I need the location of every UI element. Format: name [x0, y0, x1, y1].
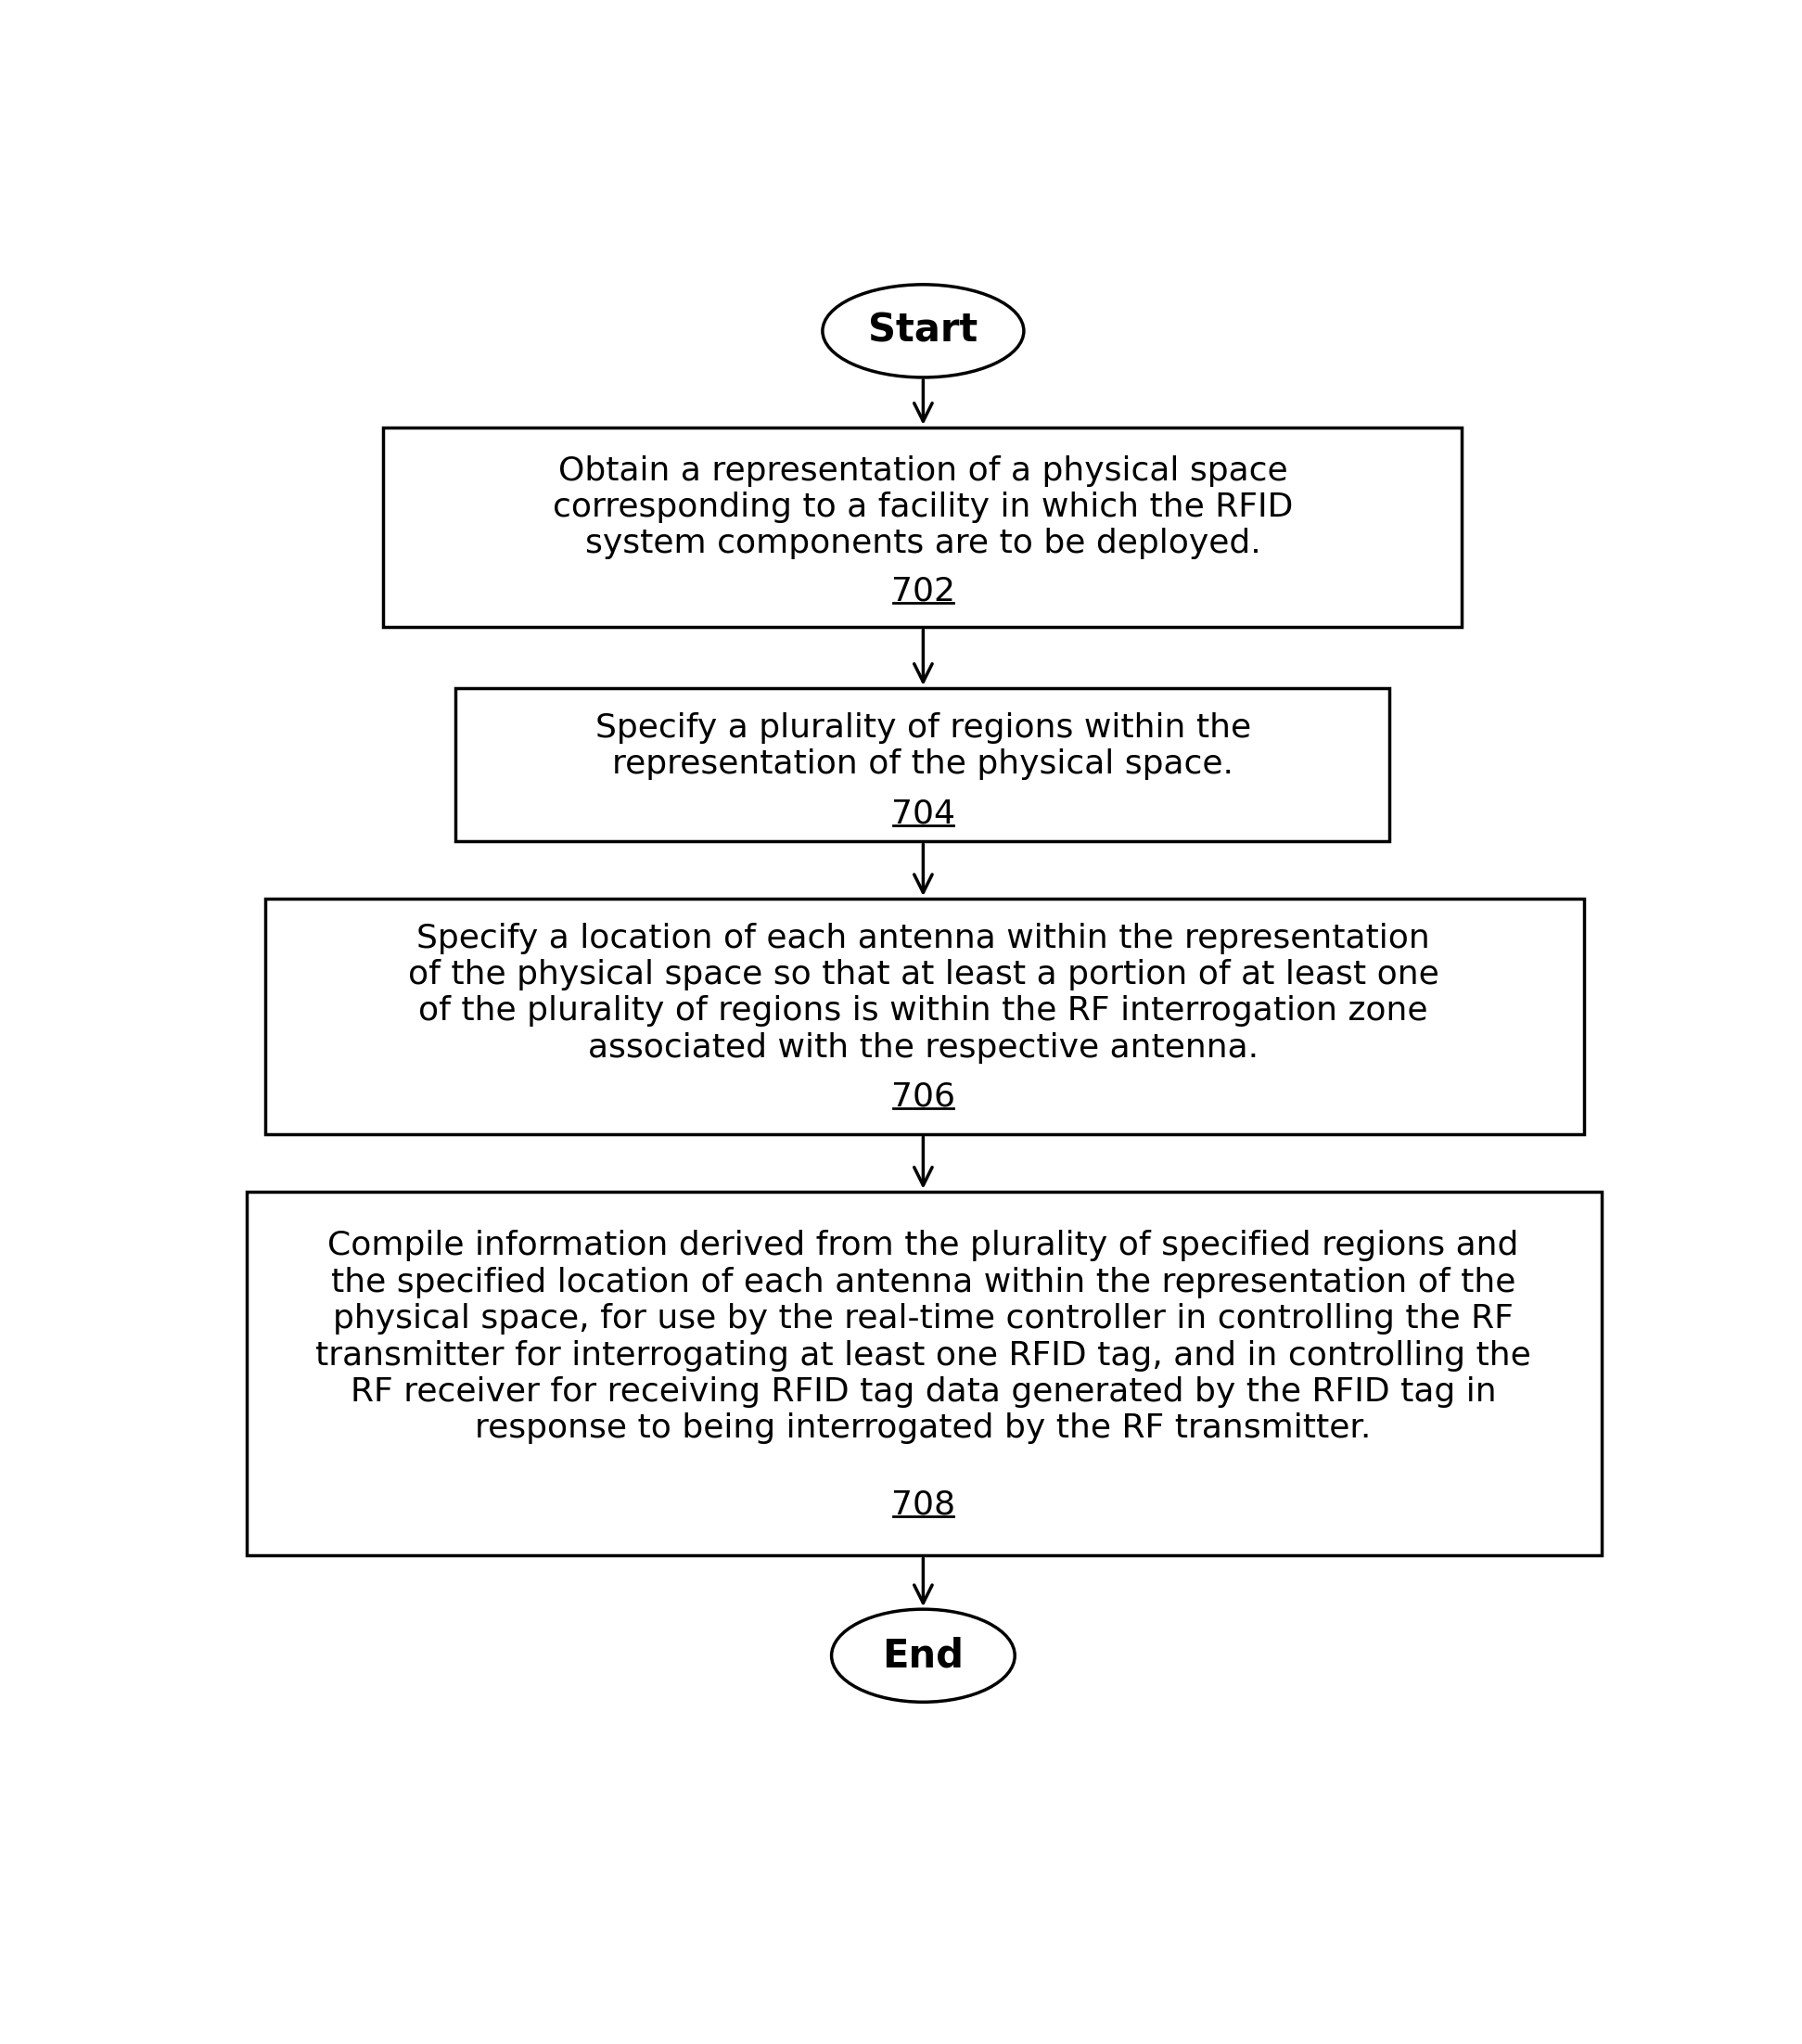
Text: End: End: [883, 1635, 964, 1676]
Text: Start: Start: [869, 311, 978, 350]
Bar: [384, 427, 1461, 628]
Text: Obtain a representation of a physical space
corresponding to a facility in which: Obtain a representation of a physical sp…: [553, 456, 1294, 560]
Ellipse shape: [831, 1609, 1015, 1703]
Text: Specify a location of each antenna within the representation
of the physical spa: Specify a location of each antenna withi…: [407, 922, 1438, 1063]
Bar: [265, 899, 1584, 1134]
Text: Compile information derived from the plurality of specified regions and
the spec: Compile information derived from the plu…: [315, 1230, 1532, 1445]
Text: Specify a plurality of regions within the
representation of the physical space.: Specify a plurality of regions within th…: [595, 711, 1251, 781]
Text: 702: 702: [892, 576, 955, 607]
Bar: [247, 1192, 1602, 1555]
Text: 706: 706: [892, 1081, 955, 1112]
Text: 704: 704: [892, 797, 955, 830]
Text: 708: 708: [892, 1488, 955, 1521]
Ellipse shape: [822, 284, 1024, 378]
Bar: [456, 689, 1389, 842]
